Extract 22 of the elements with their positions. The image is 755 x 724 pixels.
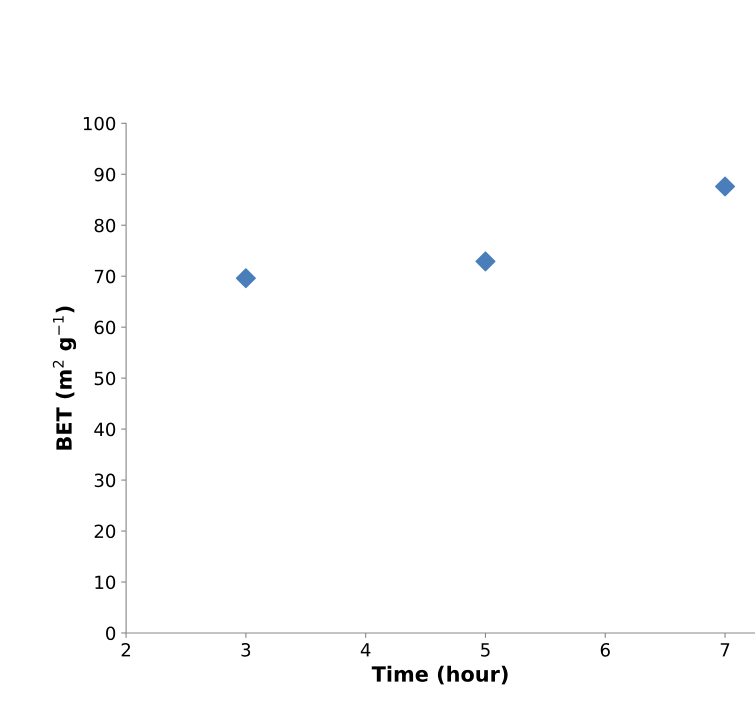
y-tick-label: 70 — [94, 270, 116, 284]
y-tick-label: 40 — [94, 422, 116, 436]
y-tick-label: 30 — [94, 474, 116, 488]
x-tick-label: 7 — [720, 643, 730, 656]
x-tick-label: 6 — [600, 643, 610, 657]
y-tick-label: 100 — [84, 116, 116, 130]
y-tick-label: 0 — [106, 626, 116, 640]
x-tick-label: 2 — [122, 643, 130, 656]
x-tick-label: 5 — [481, 643, 490, 657]
y-axis-title: BET (m$^{2}$ g$^{−1}$) — [52, 306, 76, 450]
x-axis-title: Time (hour) — [372, 666, 508, 684]
point — [236, 268, 256, 288]
x-tick-label: 3 — [242, 643, 250, 657]
point — [475, 251, 496, 272]
y-tick-label: 90 — [94, 168, 116, 182]
point — [715, 176, 736, 197]
y-tick-label: 60 — [94, 320, 116, 334]
y-tick-label: 20 — [94, 524, 116, 538]
x-tick-label: 4 — [360, 643, 370, 656]
y-tick-label: 50 — [94, 372, 116, 386]
y-tick-label: 80 — [94, 218, 116, 232]
y-tick-label: 10 — [95, 575, 116, 590]
